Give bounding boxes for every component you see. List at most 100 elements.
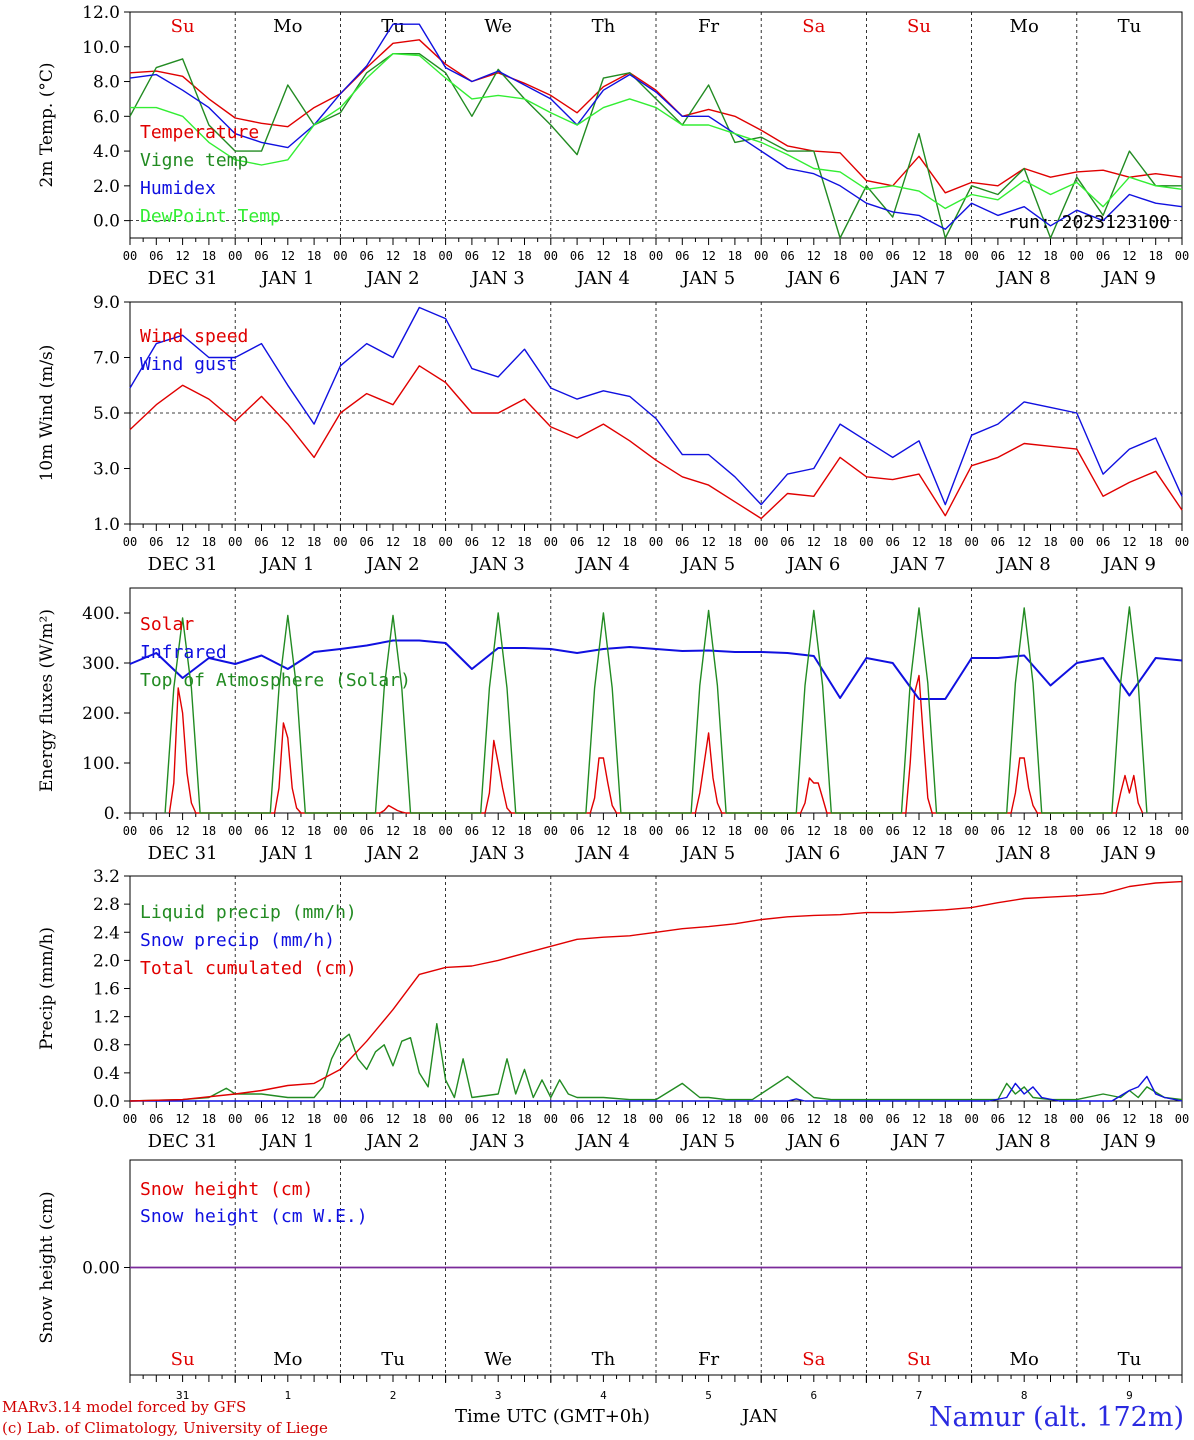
panel-2-hour-label: 00 bbox=[859, 535, 873, 549]
panel-1-y-tick-label: 12.0 bbox=[82, 3, 120, 23]
panel-3-date-label: DEC 31 bbox=[148, 843, 218, 864]
day-number-label: 4 bbox=[600, 1389, 607, 1402]
panel-2-y-tick-label: 5.0 bbox=[93, 404, 120, 424]
panel-1-hour-label: 18 bbox=[622, 249, 636, 263]
panel-1-weekday-label: Tu bbox=[1118, 16, 1142, 37]
panel-2-date-label: JAN 9 bbox=[1101, 554, 1156, 575]
panel-1-date-label: JAN 4 bbox=[575, 268, 630, 289]
panel-4-y-tick-label: 2.8 bbox=[93, 895, 120, 915]
panel-5-weekday-label: Th bbox=[592, 1349, 616, 1370]
panel-1-hour-label: 12 bbox=[1017, 249, 1031, 263]
panel-2-y-tick-label: 7.0 bbox=[93, 349, 120, 369]
panel-3-hour-label: 00 bbox=[333, 824, 347, 838]
panel-1-hour-label: 18 bbox=[938, 249, 952, 263]
panel-3-date-label: JAN 8 bbox=[996, 843, 1051, 864]
day-number-label: 1 bbox=[284, 1389, 291, 1402]
panel-2-hour-label: 06 bbox=[570, 535, 584, 549]
panel-1-hour-label: 06 bbox=[149, 249, 163, 263]
panel-1-hour-label: 00 bbox=[754, 249, 768, 263]
panel-1-run-annotation: run: 2023123100 bbox=[1007, 212, 1170, 233]
panel-2-date-label: JAN 7 bbox=[890, 554, 945, 575]
panel-1-hour-label: 06 bbox=[570, 249, 584, 263]
panel-2-date-label: JAN 2 bbox=[364, 554, 419, 575]
panel-2-y-tick-label: 9.0 bbox=[93, 293, 120, 313]
panel-2-hour-label: 18 bbox=[1043, 535, 1057, 549]
panel-3-hour-label: 00 bbox=[228, 824, 242, 838]
panel-4-hour-label: 00 bbox=[228, 1112, 242, 1126]
panel-3-y-tick-label: 400. bbox=[82, 604, 120, 624]
panel-1-hour-label: 12 bbox=[1122, 249, 1136, 263]
panel-5-weekday-label: Su bbox=[171, 1349, 195, 1370]
panel-2-hour-label: 12 bbox=[912, 535, 926, 549]
panel-4-series-1-line bbox=[129, 1023, 1183, 1102]
panel-3-y-tick-label: 300. bbox=[82, 654, 120, 674]
panel-2-hour-label: 00 bbox=[649, 535, 663, 549]
panel-1-weekday-label: Sa bbox=[802, 16, 825, 37]
panel-1-hour-label: 12 bbox=[701, 249, 715, 263]
panel-4-hour-label: 06 bbox=[675, 1112, 689, 1126]
panel-2-y-tick-label: 3.0 bbox=[93, 460, 120, 480]
panel-2-hour-label: 06 bbox=[465, 535, 479, 549]
panel-1-hour-label: 12 bbox=[807, 249, 821, 263]
panel-3-hour-label: 12 bbox=[281, 824, 295, 838]
panel-2-hour-label: 12 bbox=[281, 535, 295, 549]
panel-2-hour-label: 06 bbox=[885, 535, 899, 549]
panel-4-hour-label: 18 bbox=[307, 1112, 321, 1126]
panel-4-hour-label: 12 bbox=[807, 1112, 821, 1126]
panel-4-hour-label: 00 bbox=[1070, 1112, 1084, 1126]
panel-1-y-tick-label: 6.0 bbox=[93, 107, 120, 127]
panel-4-hour-label: 12 bbox=[1017, 1112, 1031, 1126]
panel-2-hour-label: 00 bbox=[333, 535, 347, 549]
panel-2-hour-label: 06 bbox=[991, 535, 1005, 549]
panel-3-date-label: JAN 5 bbox=[680, 843, 735, 864]
panel-2-hour-label: 06 bbox=[359, 535, 373, 549]
panel-1-hour-label: 12 bbox=[281, 249, 295, 263]
panel-3-hour-label: 12 bbox=[386, 824, 400, 838]
panel-3-y-tick-label: 0. bbox=[104, 804, 120, 824]
panel-3-hour-label: 18 bbox=[1148, 824, 1162, 838]
panel-2-date-label: JAN 1 bbox=[259, 554, 314, 575]
panel-3-hour-label: 06 bbox=[465, 824, 479, 838]
panel-4-hour-label: 18 bbox=[202, 1112, 216, 1126]
panel-5-weekday-label: Tu bbox=[1118, 1349, 1142, 1370]
panel-2-hour-label: 06 bbox=[254, 535, 268, 549]
panel-3-hour-label: 12 bbox=[912, 824, 926, 838]
panel-4-legend-2: Snow precip (mm/h) bbox=[140, 930, 335, 951]
panel-2-hour-label: 00 bbox=[123, 535, 137, 549]
panel-3-hour-label: 00 bbox=[1070, 824, 1084, 838]
panel-4-y-tick-label: 3.2 bbox=[93, 867, 120, 887]
panel-5-weekday-label: Tu bbox=[381, 1349, 405, 1370]
panel-5-weekday-label: Fr bbox=[698, 1349, 719, 1370]
panel-1-hour-label: 00 bbox=[438, 249, 452, 263]
panel-2-hour-label: 00 bbox=[438, 535, 452, 549]
panel-1-y-tick-label: 10.0 bbox=[82, 38, 120, 58]
panel-3-hour-label: 00 bbox=[1175, 824, 1189, 838]
panel-3-hour-label: 18 bbox=[938, 824, 952, 838]
panel-1-y-tick-label: 0.0 bbox=[93, 212, 120, 232]
panel-4-hour-label: 06 bbox=[991, 1112, 1005, 1126]
panel-1-y-tick-label: 8.0 bbox=[93, 73, 120, 93]
panel-4-y-tick-label: 0.0 bbox=[93, 1092, 120, 1112]
panel-4-hour-label: 06 bbox=[149, 1112, 163, 1126]
panel-1-date-label: JAN 7 bbox=[890, 268, 945, 289]
panel-4-y-tick-label: 2.0 bbox=[93, 951, 120, 971]
panel-4-date-label: JAN 4 bbox=[575, 1131, 630, 1152]
panel-4-hour-label: 18 bbox=[622, 1112, 636, 1126]
time-axis-title: Time UTC (GMT+0h) bbox=[455, 1406, 650, 1427]
panel-1-hour-label: 06 bbox=[359, 249, 373, 263]
panel-1-date-label: JAN 3 bbox=[470, 268, 525, 289]
panel-3-series-3-line bbox=[164, 606, 1148, 814]
panel-1-date-label: JAN 2 bbox=[364, 268, 419, 289]
panel-1-hour-label: 12 bbox=[491, 249, 505, 263]
panel-1-weekday-label: Mo bbox=[273, 16, 302, 37]
panel-3-legend-1: Solar bbox=[140, 614, 194, 635]
panel-2-hour-label: 06 bbox=[675, 535, 689, 549]
panel-1-date-label: JAN 8 bbox=[996, 268, 1051, 289]
model-credit: MARv3.14 model forced by GFS bbox=[2, 1398, 247, 1416]
panel-5-weekday-label: Mo bbox=[273, 1349, 302, 1370]
panel-2-hour-label: 18 bbox=[307, 535, 321, 549]
panel-1-legend-3: Humidex bbox=[140, 178, 216, 199]
panel-2-hour-label: 06 bbox=[1096, 535, 1110, 549]
panel-2-hour-label: 18 bbox=[517, 535, 531, 549]
